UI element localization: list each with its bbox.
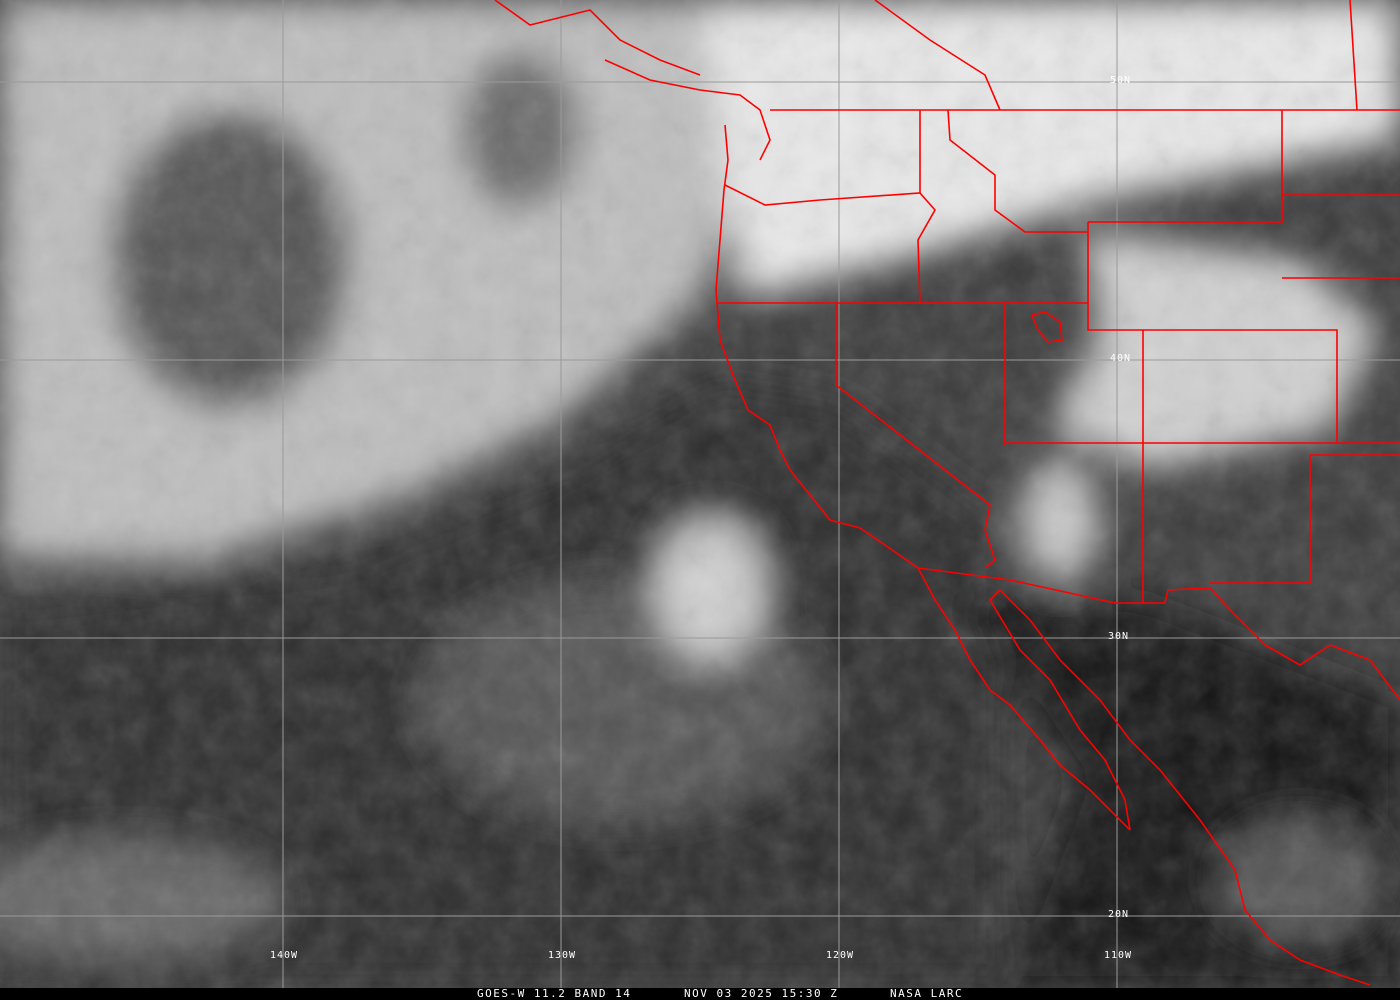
- wa-or-border: [724, 184, 936, 304]
- timestamp-label: NOV 03 2025 15:30 Z: [684, 987, 839, 1000]
- canada-province-border-east: [1349, 0, 1358, 111]
- puget-sound-coast: [604, 59, 771, 161]
- longitude-label-130w: 130W: [548, 950, 577, 961]
- latitude-label-20n: 20N: [1108, 909, 1130, 920]
- us-mexico-border: [917, 567, 1400, 701]
- latitude-label-50n: 50N: [1110, 75, 1132, 86]
- image-caption-bar: GOES-W 11.2 BAND 14 NOV 03 2025 15:30 Z …: [0, 987, 1400, 1000]
- longitude-label-140w: 140W: [270, 950, 299, 961]
- id-mt-border: [947, 109, 1088, 233]
- ca-nv-border: [835, 303, 996, 569]
- satellite-band-label: GOES-W 11.2 BAND 14: [477, 987, 632, 1000]
- bc-coast: [494, 0, 701, 76]
- source-label: NASA LARC: [890, 987, 964, 1000]
- west-coast-coastline: [715, 124, 919, 569]
- canada-province-border: [874, 0, 1001, 111]
- latitude-label-40n: 40N: [1110, 353, 1132, 364]
- baja-pacific-coastline: [917, 567, 1131, 831]
- political-boundaries: [494, 0, 1400, 986]
- wy-border: [1088, 110, 1283, 223]
- nm-tx-border: [1210, 455, 1311, 584]
- latitude-label-30n: 30N: [1108, 631, 1130, 642]
- gulf-of-california-coastline: [988, 588, 1371, 986]
- great-salt-lake: [1031, 311, 1063, 343]
- longitude-label-120w: 120W: [826, 950, 855, 961]
- ut-wy-border: [1087, 222, 1338, 443]
- longitude-label-110w: 110W: [1104, 950, 1133, 961]
